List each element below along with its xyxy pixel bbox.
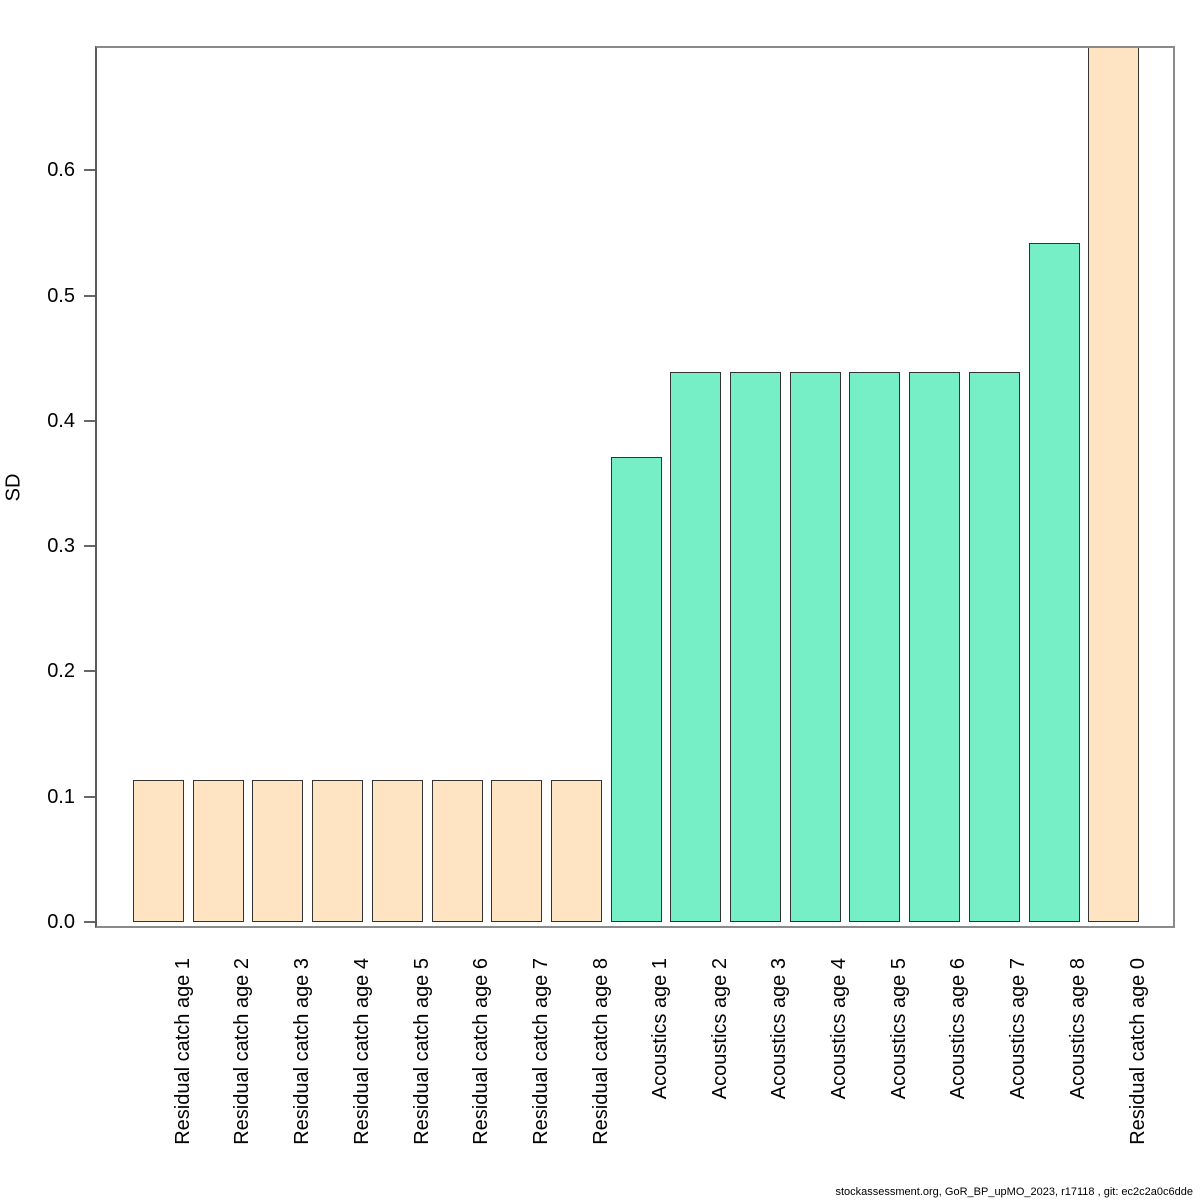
bar-acoustics-age-5 (849, 372, 901, 922)
x-label-acoustics-age-2: Acoustics age 2 (708, 958, 731, 1100)
y-tick-mark-0.6 (84, 169, 95, 172)
bar-residual-catch-age-4 (312, 780, 364, 922)
bar-residual-catch-age-7 (491, 780, 543, 922)
bar-acoustics-age-8 (1028, 243, 1080, 922)
y-tick-mark-0.3 (84, 545, 95, 548)
bar-acoustics-age-3 (730, 372, 781, 922)
x-label-residual-catch-age-1: Residual catch age 1 (171, 958, 194, 1145)
bar-acoustics-age-1 (610, 457, 662, 922)
y-tick-mark-0.1 (84, 795, 95, 798)
y-tick-label-0.6: 0.6 (47, 159, 75, 182)
x-label-acoustics-age-7: Acoustics age 7 (1007, 958, 1030, 1100)
y-tick-label-0.0: 0.0 (47, 911, 75, 933)
bar-acoustics-age-4 (789, 372, 841, 922)
x-label-acoustics-age-3: Acoustics age 3 (768, 958, 791, 1100)
x-label-acoustics-age-1: Acoustics age 1 (649, 958, 672, 1100)
y-tick-label-0.5: 0.5 (47, 284, 75, 307)
x-label-acoustics-age-4: Acoustics age 4 (828, 958, 851, 1100)
x-label-residual-catch-age-4: Residual catch age 4 (350, 958, 373, 1145)
bar-acoustics-age-6 (909, 372, 961, 922)
bar-residual-catch-age-1 (133, 780, 184, 922)
bar-acoustics-age-2 (670, 372, 722, 922)
x-label-acoustics-age-5: Acoustics age 5 (887, 958, 910, 1100)
y-tick-label-0.2: 0.2 (47, 660, 75, 683)
x-label-residual-catch-age-3: Residual catch age 3 (290, 958, 313, 1145)
y-axis-title: SD (0, 387, 28, 587)
x-label-residual-catch-age-2: Residual catch age 2 (231, 958, 254, 1145)
x-label-acoustics-age-6: Acoustics age 6 (947, 958, 970, 1100)
x-label-residual-catch-age-6: Residual catch age 6 (470, 958, 492, 1145)
x-label-acoustics-age-8: Acoustics age 8 (1067, 958, 1089, 1100)
x-label-residual-catch-age-5: Residual catch age 5 (410, 958, 433, 1145)
y-tick-mark-0.0 (84, 921, 95, 923)
y-tick-label-0.4: 0.4 (47, 409, 75, 432)
y-tick-label-0.3: 0.3 (47, 535, 75, 558)
y-axis-title-text: SD (2, 473, 25, 501)
plot-area (95, 46, 1175, 928)
bar-residual-catch-age-5 (371, 780, 423, 922)
y-tick-mark-0.5 (84, 294, 95, 297)
x-label-residual-catch-age-8: Residual catch age 8 (589, 958, 612, 1145)
bar-acoustics-age-7 (968, 372, 1020, 922)
bar-residual-catch-age-6 (431, 780, 483, 922)
bar-residual-catch-age-8 (550, 780, 602, 922)
bar-residual-catch-age-0 (1088, 48, 1140, 922)
bar-residual-catch-age-2 (192, 780, 244, 922)
y-tick-mark-0.4 (84, 419, 95, 422)
y-tick-mark-0.2 (84, 670, 95, 673)
x-label-residual-catch-age-0: Residual catch age 0 (1126, 958, 1149, 1145)
figure-caption: stockassessment.org, GoR_BP_upMO_2023, r… (835, 1186, 1193, 1198)
y-tick-label-0.1: 0.1 (47, 785, 75, 808)
bar-residual-catch-age-3 (252, 780, 304, 922)
x-label-residual-catch-age-7: Residual catch age 7 (529, 958, 552, 1145)
